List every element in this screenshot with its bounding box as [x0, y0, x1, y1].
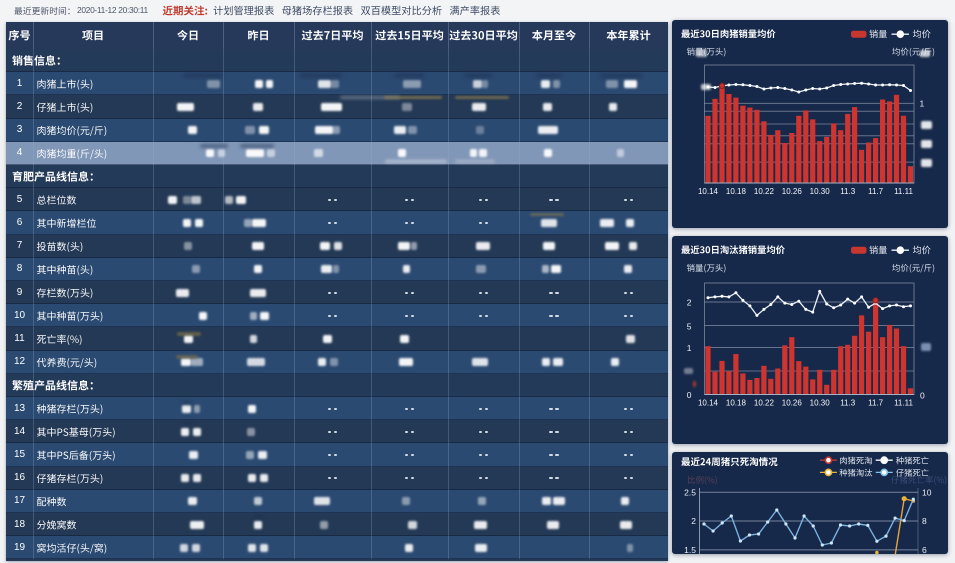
svg-text:0: 0 — [920, 391, 925, 401]
svg-text:10.26: 10.26 — [782, 187, 803, 196]
svg-text:10.30: 10.30 — [810, 399, 831, 408]
svg-text:1.5: 1.5 — [684, 545, 696, 554]
svg-text:10.30: 10.30 — [810, 187, 831, 196]
svg-text:0: 0 — [687, 390, 692, 400]
svg-text:11.11: 11.11 — [894, 187, 913, 196]
svg-text:10.26: 10.26 — [782, 399, 803, 408]
svg-text:10: 10 — [922, 487, 932, 497]
svg-text:10.22: 10.22 — [754, 399, 775, 408]
svg-text:11.7: 11.7 — [868, 399, 884, 408]
svg-text:11.7: 11.7 — [868, 187, 884, 196]
svg-text:10.18: 10.18 — [726, 187, 747, 196]
svg-text:2: 2 — [687, 297, 692, 307]
svg-text:2: 2 — [691, 516, 696, 526]
svg-text:11.3: 11.3 — [840, 399, 856, 408]
svg-text:1: 1 — [920, 99, 925, 109]
svg-text:6: 6 — [922, 545, 927, 554]
svg-text:10.22: 10.22 — [754, 187, 775, 196]
svg-text:1: 1 — [687, 343, 692, 353]
svg-text:8: 8 — [922, 516, 927, 526]
svg-text:10.18: 10.18 — [726, 399, 747, 408]
svg-text:10.14: 10.14 — [698, 187, 719, 196]
svg-text:2.5: 2.5 — [684, 487, 696, 497]
svg-text:10.14: 10.14 — [698, 399, 719, 408]
svg-text:5: 5 — [687, 321, 692, 331]
svg-text:11.11: 11.11 — [894, 399, 913, 408]
svg-text:11.3: 11.3 — [840, 187, 856, 196]
